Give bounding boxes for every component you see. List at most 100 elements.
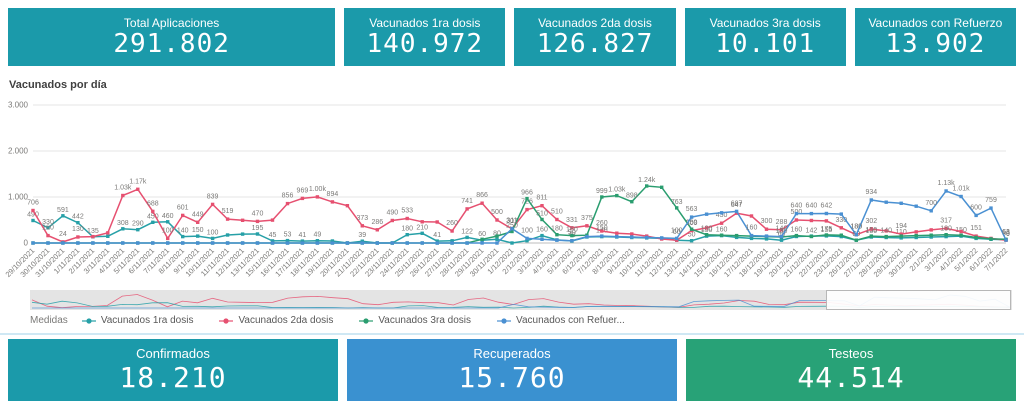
line-marker-icon: [81, 317, 96, 324]
svg-text:373: 373: [356, 215, 368, 222]
svg-text:194: 194: [895, 223, 907, 230]
svg-text:63: 63: [1002, 229, 1010, 236]
kpi-card-vacunados-2da-dosis: Vacunados 2da dosis 126.827: [514, 8, 676, 66]
chart-range-scrollbar[interactable]: [30, 290, 1012, 310]
svg-text:687: 687: [731, 200, 743, 207]
chart-legend: Medidas Vacunados 1ra dosis Vacunados 2d…: [30, 315, 1024, 326]
legend-item-2da-dosis[interactable]: Vacunados 2da dosis: [219, 315, 333, 326]
svg-text:533: 533: [401, 208, 413, 215]
range-selection-handle[interactable]: [826, 290, 1011, 310]
kpi-label: Testeos: [828, 346, 874, 362]
svg-text:180: 180: [701, 226, 713, 233]
svg-text:331: 331: [566, 217, 578, 224]
svg-text:519: 519: [222, 208, 234, 215]
svg-text:307: 307: [506, 218, 518, 225]
section-divider: [0, 333, 1024, 335]
svg-text:510: 510: [536, 211, 548, 218]
svg-text:856: 856: [282, 193, 294, 200]
svg-text:330: 330: [835, 217, 847, 224]
svg-text:180: 180: [551, 226, 563, 233]
kpi-label: Vacunados 1ra dosis: [369, 15, 481, 30]
svg-text:311: 311: [506, 218, 517, 225]
svg-text:60: 60: [778, 231, 786, 238]
svg-text:60: 60: [673, 229, 681, 236]
kpi-value: 13.902: [885, 28, 986, 59]
legend-label: Vacunados con Refuer...: [516, 315, 625, 326]
legend-item-con-refuerzo[interactable]: Vacunados con Refuer...: [497, 315, 625, 326]
svg-text:155: 155: [821, 227, 833, 234]
svg-text:210: 210: [416, 224, 428, 231]
svg-text:160: 160: [791, 227, 803, 234]
svg-text:302: 302: [865, 218, 877, 225]
svg-text:490: 490: [386, 210, 398, 217]
svg-text:150: 150: [865, 227, 877, 234]
svg-text:591: 591: [57, 207, 69, 214]
kpi-value: 18.210: [119, 360, 227, 394]
svg-text:260: 260: [596, 220, 608, 227]
svg-text:175: 175: [821, 226, 833, 233]
svg-text:1.000: 1.000: [8, 193, 29, 202]
kpi-value: 126.827: [536, 28, 654, 59]
legend-item-3ra-dosis[interactable]: Vacunados 3ra dosis: [359, 315, 471, 326]
svg-text:442: 442: [72, 214, 84, 221]
svg-text:934: 934: [865, 189, 877, 196]
svg-text:647: 647: [731, 202, 743, 209]
svg-text:130: 130: [776, 228, 788, 235]
svg-text:49: 49: [314, 232, 322, 239]
svg-text:150: 150: [596, 225, 608, 232]
svg-text:300: 300: [686, 220, 698, 227]
kpi-label: Recuperados: [473, 346, 551, 362]
svg-text:122: 122: [461, 228, 473, 235]
svg-text:642: 642: [821, 203, 833, 210]
svg-text:1.01k: 1.01k: [953, 186, 971, 193]
svg-text:100: 100: [207, 229, 219, 236]
svg-text:1.03k: 1.03k: [114, 185, 132, 192]
svg-text:53: 53: [284, 232, 292, 239]
svg-text:140: 140: [776, 226, 788, 233]
svg-text:140: 140: [880, 228, 892, 235]
svg-text:966: 966: [521, 190, 533, 197]
svg-text:600: 600: [970, 204, 982, 211]
svg-text:741: 741: [461, 198, 473, 205]
line-marker-icon: [359, 317, 374, 324]
svg-text:1.17k: 1.17k: [129, 178, 147, 185]
svg-text:41: 41: [433, 232, 441, 239]
kpi-label: Vacunados 2da dosis: [538, 15, 652, 30]
svg-text:375: 375: [581, 215, 593, 222]
svg-text:700: 700: [925, 200, 937, 207]
svg-text:759: 759: [985, 197, 997, 204]
svg-text:100: 100: [521, 227, 533, 234]
svg-text:1.24k: 1.24k: [638, 177, 656, 184]
svg-text:866: 866: [476, 192, 488, 199]
svg-text:180: 180: [401, 226, 413, 233]
kpi-value: 44.514: [797, 360, 905, 394]
svg-text:180: 180: [850, 224, 862, 231]
svg-text:160: 160: [746, 225, 758, 232]
svg-text:286: 286: [371, 219, 383, 226]
svg-text:510: 510: [551, 209, 563, 216]
kpi-label: Vacunados 3ra dosis: [709, 15, 821, 30]
svg-text:706: 706: [27, 200, 39, 207]
svg-text:1.03k: 1.03k: [608, 187, 626, 194]
svg-text:317: 317: [940, 217, 952, 224]
svg-text:160: 160: [566, 227, 578, 234]
vaccinations-per-day-line-chart[interactable]: 01.0002.0003.00029/10/202130/10/202131/1…: [0, 93, 1024, 289]
kpi-value: 140.972: [366, 28, 484, 59]
svg-text:80: 80: [1002, 230, 1010, 237]
svg-text:3.000: 3.000: [8, 101, 29, 110]
svg-text:142: 142: [806, 228, 818, 235]
svg-text:45: 45: [269, 232, 277, 239]
kpi-top-row: Total Aplicaciones 291.802 Vacunados 1ra…: [0, 0, 1024, 66]
svg-text:308: 308: [117, 220, 129, 227]
svg-text:563: 563: [686, 206, 698, 213]
svg-text:460: 460: [162, 213, 174, 220]
kpi-value: 10.101: [715, 28, 816, 59]
svg-text:260: 260: [446, 220, 458, 227]
kpi-card-vacunados-1ra-dosis: Vacunados 1ra dosis 140.972: [344, 8, 506, 66]
kpi-card-vacunados-3ra-dosis: Vacunados 3ra dosis 10.101: [684, 8, 846, 66]
legend-item-1ra-dosis[interactable]: Vacunados 1ra dosis: [81, 315, 193, 326]
legend-label: Vacunados 2da dosis: [238, 315, 334, 326]
chart-title: Vacunados por día: [9, 79, 107, 91]
svg-text:430: 430: [716, 212, 728, 219]
svg-text:601: 601: [177, 204, 189, 211]
